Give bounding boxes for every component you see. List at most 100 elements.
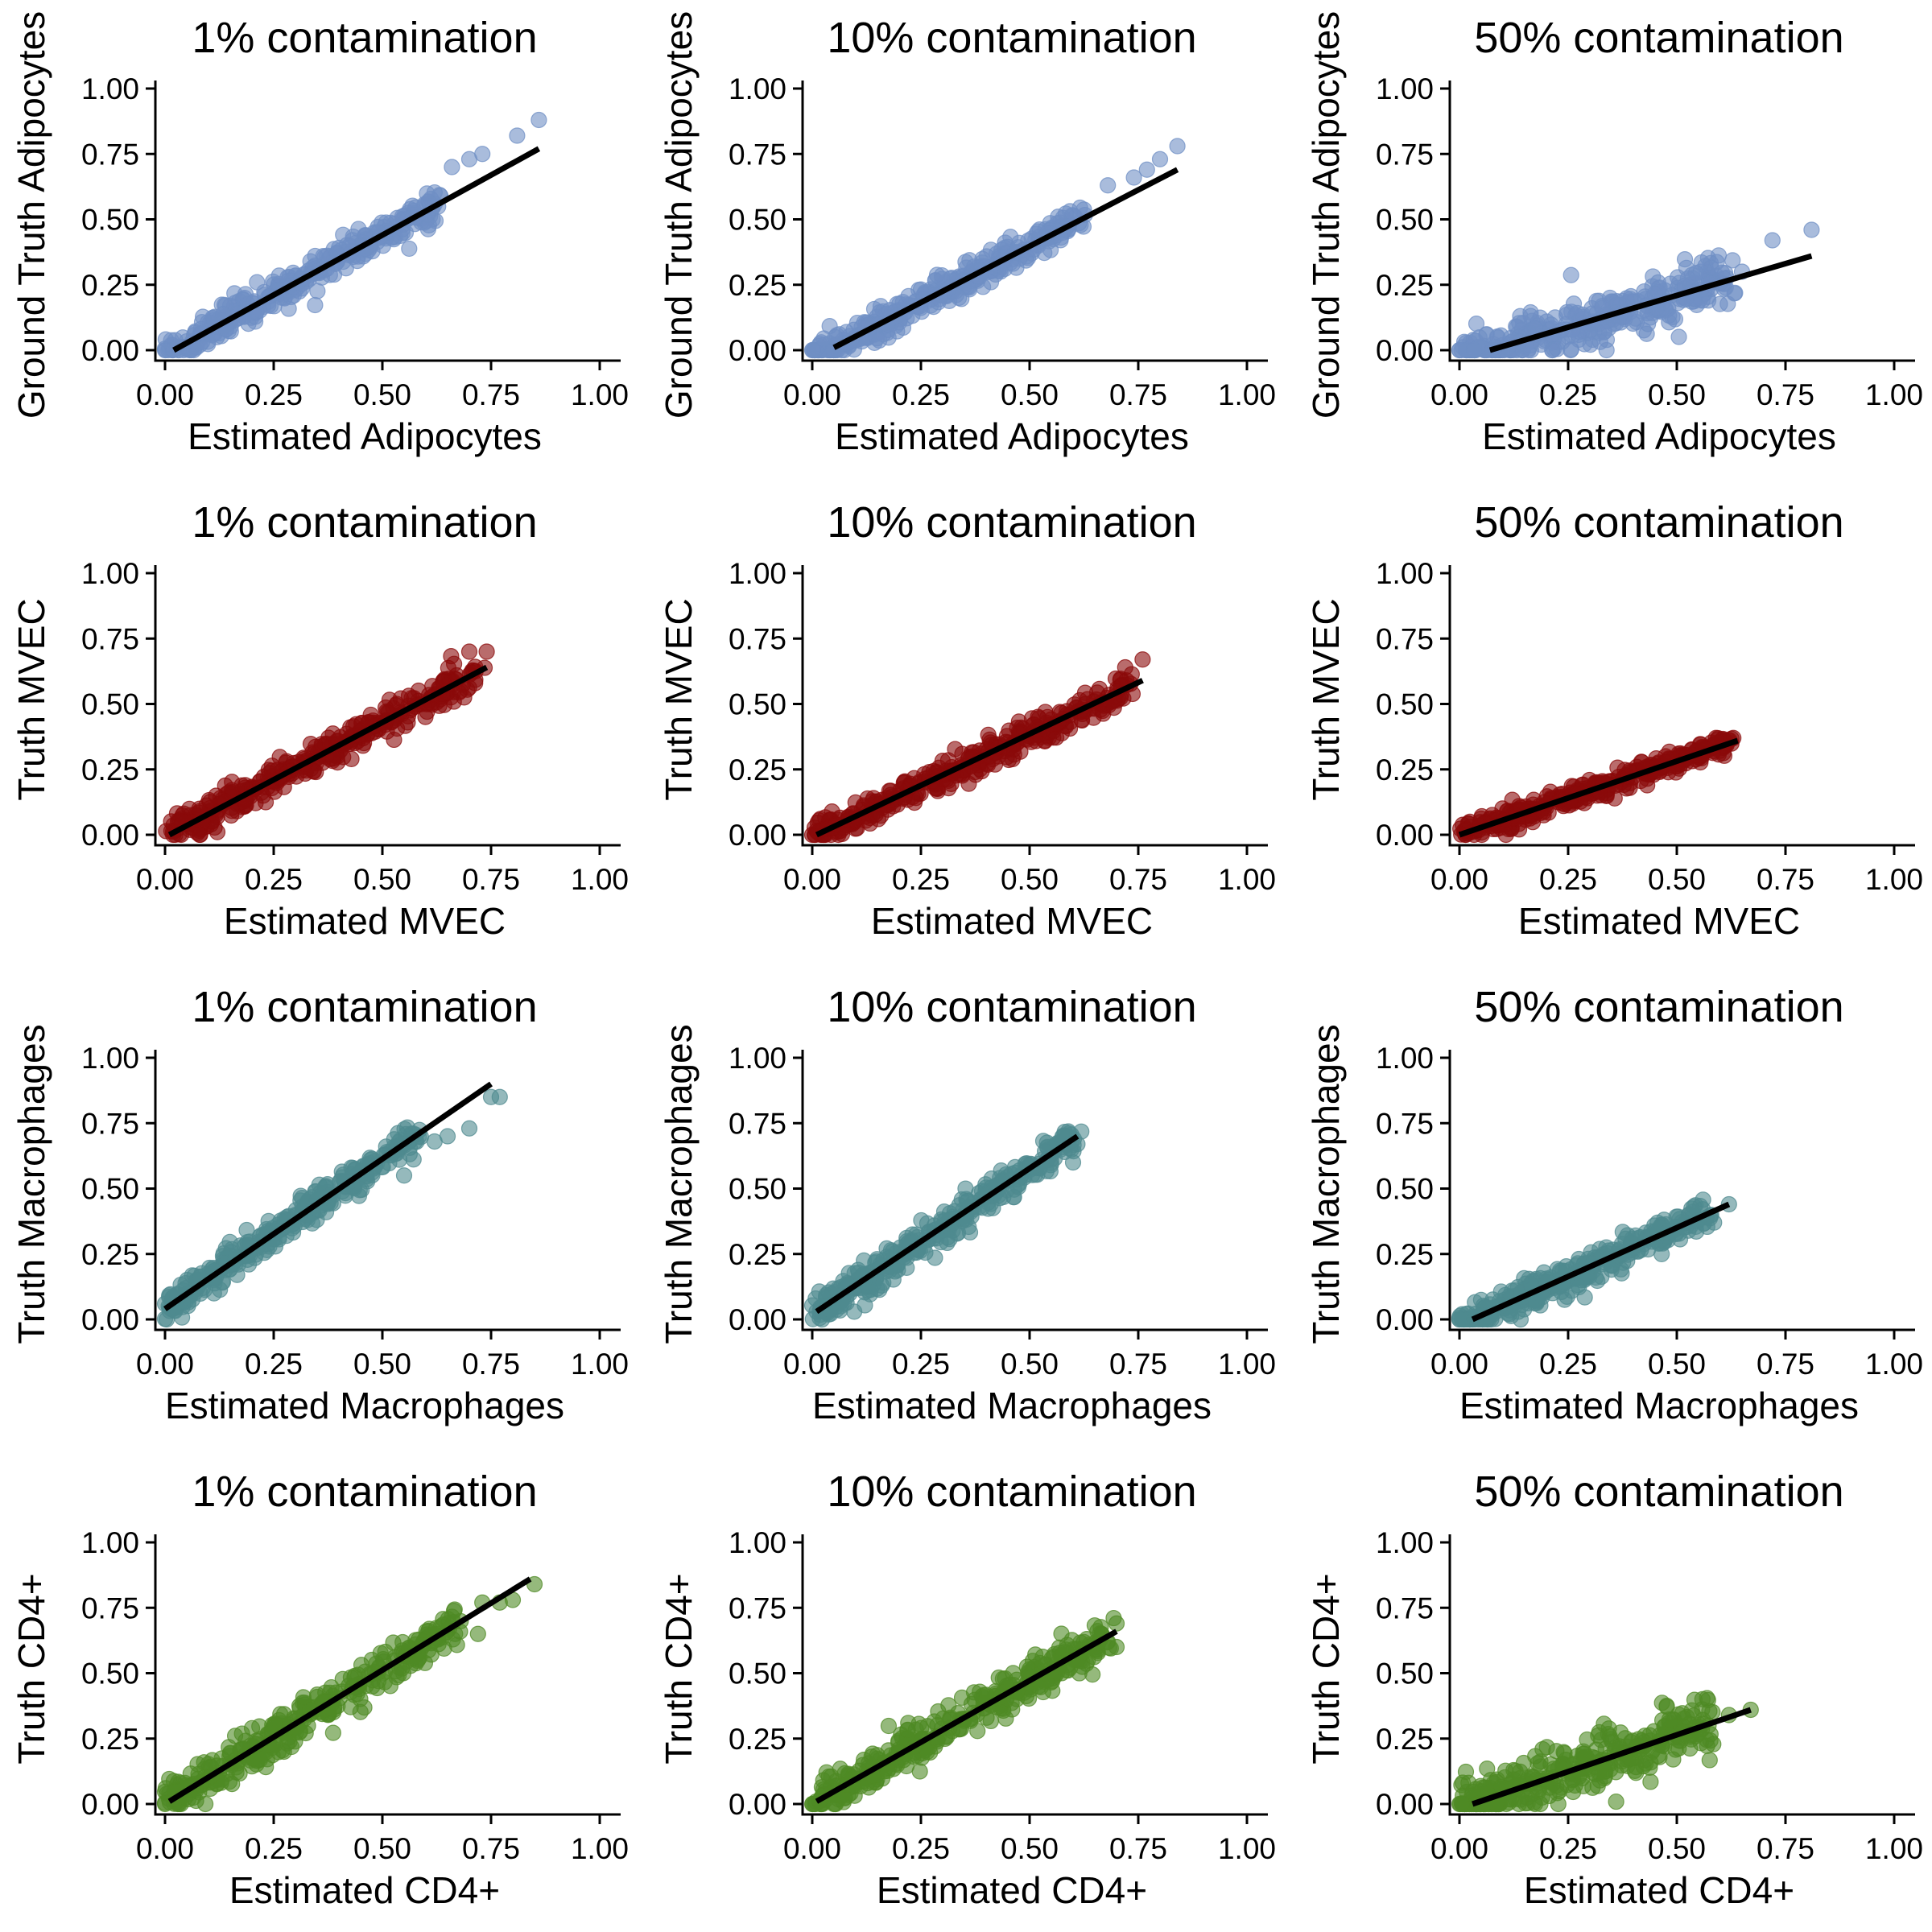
- panel-title: 1% contamination: [192, 14, 537, 62]
- panel-4: 1% contamination0.000.250.500.751.000.00…: [10, 498, 629, 942]
- x-tick-label: 0.50: [1648, 378, 1706, 411]
- x-axis-label: Estimated CD4+: [229, 1869, 500, 1911]
- data-point: [878, 1240, 895, 1257]
- fit-line: [163, 1081, 493, 1311]
- panel-title: 1% contamination: [192, 983, 537, 1031]
- y-tick-label: 0.50: [729, 1657, 786, 1690]
- data-point: [1453, 1795, 1470, 1812]
- y-tick-label: 0.25: [729, 1238, 786, 1271]
- data-point: [1666, 311, 1684, 328]
- data-point: [1472, 1291, 1489, 1308]
- x-tick-label: 1.00: [571, 378, 629, 411]
- x-tick-label: 0.50: [1648, 863, 1706, 896]
- data-point: [1526, 1795, 1544, 1813]
- x-tick-label: 0.50: [1001, 863, 1059, 896]
- x-tick-label: 0.75: [1109, 863, 1167, 896]
- y-tick-label: 0.75: [1376, 1107, 1434, 1140]
- y-tick-label: 0.50: [729, 1173, 786, 1206]
- x-tick-label: 1.00: [1865, 1348, 1923, 1381]
- data-point: [1667, 1741, 1684, 1758]
- data-point: [352, 1703, 369, 1720]
- x-tick-label: 0.75: [1757, 863, 1814, 896]
- data-point: [192, 826, 208, 844]
- x-tick-label: 0.00: [136, 378, 194, 411]
- data-point: [200, 791, 217, 809]
- fit-line: [1458, 737, 1739, 838]
- x-tick-label: 0.00: [136, 863, 194, 896]
- y-tick-label: 0.75: [81, 1591, 139, 1624]
- x-tick-label: 0.00: [1430, 1348, 1488, 1381]
- x-tick-label: 0.75: [462, 378, 520, 411]
- x-tick-label: 0.25: [892, 1832, 950, 1865]
- y-tick-label: 0.75: [729, 1591, 786, 1624]
- data-point: [961, 281, 978, 298]
- panel-5: 10% contamination0.000.250.500.751.000.0…: [658, 498, 1276, 942]
- panel-title: 50% contamination: [1474, 14, 1843, 62]
- panel-3: 50% contamination0.000.250.500.751.000.0…: [1305, 11, 1923, 457]
- x-tick-label: 0.50: [1001, 1832, 1059, 1865]
- data-point: [491, 1088, 508, 1105]
- y-tick-label: 0.75: [729, 138, 786, 171]
- y-tick-label: 0.75: [1376, 622, 1434, 655]
- x-tick-label: 0.75: [1757, 1348, 1814, 1381]
- y-axis-label: Ground Truth Adipocytes: [10, 11, 52, 419]
- data-point: [1694, 1690, 1711, 1708]
- x-tick-label: 0.50: [1648, 1348, 1706, 1381]
- y-tick-label: 1.00: [729, 72, 786, 105]
- y-tick-label: 1.00: [1376, 557, 1434, 590]
- data-point: [249, 274, 266, 291]
- data-point: [474, 146, 491, 163]
- data-point: [1803, 221, 1820, 238]
- x-tick-label: 0.00: [783, 378, 841, 411]
- data-point: [928, 266, 946, 283]
- data-point: [1100, 177, 1117, 194]
- y-tick-label: 0.00: [81, 334, 139, 367]
- data-point: [509, 127, 526, 144]
- x-tick-label: 0.75: [1109, 1832, 1167, 1865]
- panel-title: 50% contamination: [1474, 1468, 1843, 1516]
- x-tick-label: 0.25: [1539, 378, 1597, 411]
- data-point: [419, 185, 436, 202]
- x-axis-label: Estimated CD4+: [877, 1869, 1147, 1911]
- x-axis-label: Estimated MVEC: [871, 900, 1153, 942]
- x-tick-label: 0.75: [462, 863, 520, 896]
- data-point: [469, 1625, 486, 1642]
- data-point: [386, 731, 402, 749]
- x-axis-label: Estimated Macrophages: [1459, 1385, 1859, 1426]
- data-point: [1064, 1154, 1082, 1171]
- y-tick-label: 1.00: [729, 557, 786, 590]
- y-tick-label: 1.00: [729, 1042, 786, 1075]
- points: [156, 111, 547, 359]
- data-point: [353, 1657, 370, 1674]
- data-point: [396, 1121, 413, 1137]
- x-tick-label: 1.00: [1218, 863, 1276, 896]
- data-point: [263, 758, 281, 774]
- panel-title: 1% contamination: [192, 1468, 537, 1516]
- data-point: [1661, 1711, 1678, 1728]
- data-point: [1038, 1162, 1055, 1179]
- data-point: [1642, 1773, 1659, 1790]
- data-point: [804, 341, 821, 359]
- x-tick-label: 1.00: [571, 1832, 629, 1865]
- panel-title: 1% contamination: [192, 498, 537, 547]
- panel-title: 50% contamination: [1474, 498, 1843, 547]
- x-tick-label: 0.25: [245, 1832, 303, 1865]
- x-tick-label: 0.00: [1430, 863, 1488, 896]
- data-point: [990, 1669, 1007, 1686]
- data-point: [395, 1167, 413, 1184]
- x-axis-label: Estimated Macrophages: [165, 1385, 564, 1426]
- data-point: [478, 643, 495, 660]
- data-point: [1549, 1785, 1566, 1802]
- data-point: [1524, 814, 1542, 831]
- data-point: [460, 1120, 478, 1137]
- y-tick-label: 0.25: [81, 753, 139, 786]
- y-tick-label: 0.25: [1376, 753, 1434, 786]
- x-tick-label: 0.25: [245, 1348, 303, 1381]
- data-point: [324, 1724, 341, 1741]
- data-point: [982, 274, 1000, 291]
- x-tick-label: 0.00: [136, 1348, 194, 1381]
- panel-title: 10% contamination: [827, 498, 1196, 547]
- x-tick-label: 0.25: [1539, 863, 1597, 896]
- y-tick-label: 0.25: [729, 1723, 786, 1756]
